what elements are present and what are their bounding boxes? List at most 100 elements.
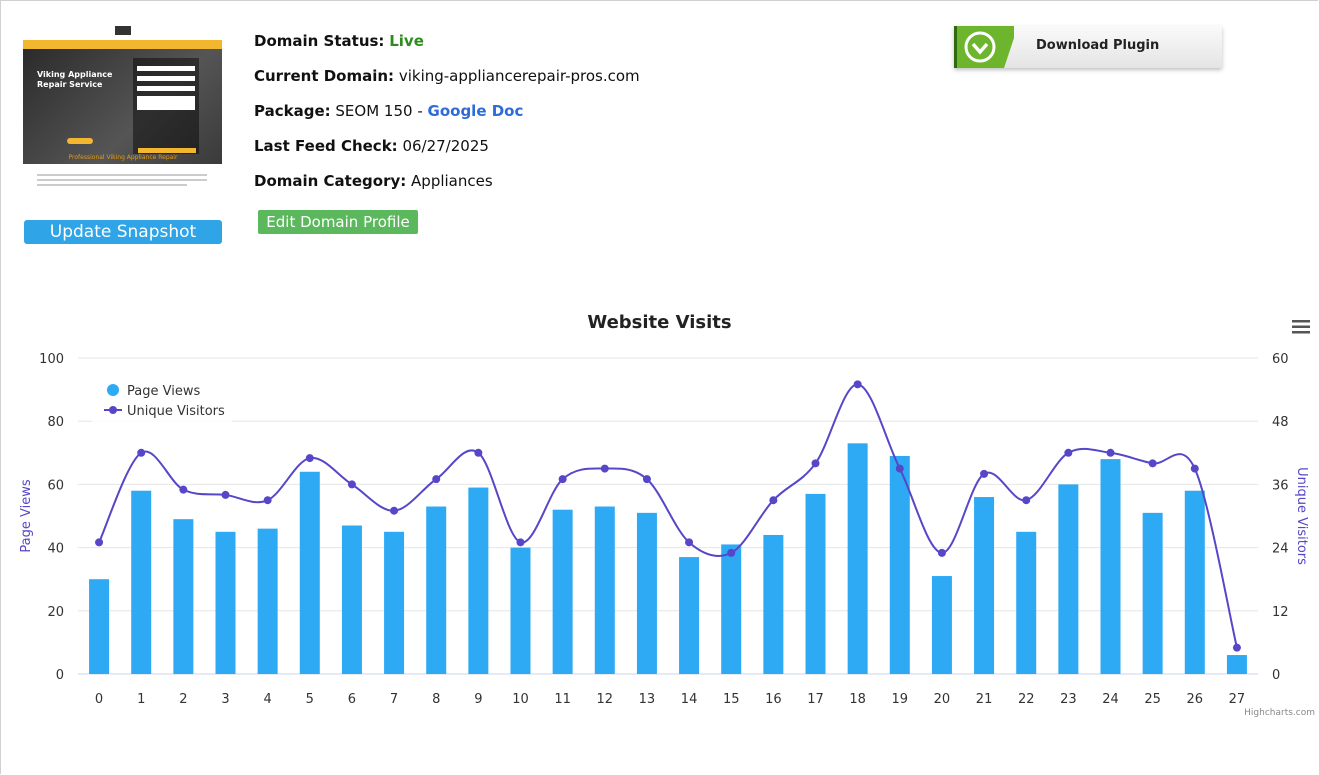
unique-visitors-point — [347, 480, 356, 489]
y2-tick-label: 48 — [1272, 415, 1289, 430]
y-tick-label: 100 — [39, 352, 64, 367]
site-snapshot: Viking Appliance Repair Service Professi… — [23, 24, 222, 192]
unique-visitors-point — [980, 469, 989, 478]
unique-visitors-point — [727, 548, 736, 557]
unique-visitors-point — [137, 448, 146, 457]
x-tick-label: 9 — [474, 692, 482, 707]
x-tick-label: 11 — [554, 692, 571, 707]
unique-visitors-point — [1106, 448, 1115, 457]
legend-page-views-marker — [107, 384, 119, 396]
y2-tick-label: 12 — [1272, 605, 1289, 620]
x-tick-label: 20 — [934, 692, 951, 707]
domain-category-row: Domain Category: Appliances — [254, 172, 493, 190]
y2-tick-label: 36 — [1272, 478, 1289, 493]
unique-visitors-point — [895, 464, 904, 473]
x-tick-label: 16 — [765, 692, 782, 707]
bar-page-views — [468, 487, 489, 674]
x-tick-label: 26 — [1187, 692, 1204, 707]
package-value: SEOM 150 - — [335, 102, 423, 120]
current-domain-value: viking-appliancerepair-pros.com — [398, 67, 640, 85]
download-plugin-label: Download Plugin — [1036, 38, 1160, 53]
bar-page-views — [299, 471, 320, 674]
x-tick-label: 13 — [639, 692, 656, 707]
bar-page-views — [552, 509, 573, 674]
x-tick-label: 14 — [681, 692, 698, 707]
bar-page-views — [341, 525, 362, 674]
x-tick-label: 22 — [1018, 692, 1035, 707]
domain-status-label: Domain Status: — [254, 32, 385, 50]
edit-domain-profile-button[interactable]: Edit Domain Profile — [258, 210, 418, 234]
google-doc-link[interactable]: Google Doc — [427, 102, 524, 120]
bar-page-views — [931, 576, 952, 674]
x-tick-label: 23 — [1060, 692, 1077, 707]
unique-visitors-point — [179, 485, 188, 494]
unique-visitors-point — [263, 496, 272, 505]
highcharts-credit[interactable]: Highcharts.com — [1244, 708, 1315, 718]
unique-visitors-point — [1064, 448, 1073, 457]
feed-check-row: Last Feed Check: 06/27/2025 — [254, 137, 489, 155]
domain-status-value: Live — [389, 32, 424, 50]
unique-visitors-point — [516, 538, 525, 547]
unique-visitors-point — [1232, 643, 1241, 652]
x-tick-label: 19 — [892, 692, 909, 707]
unique-visitors-point — [600, 464, 609, 473]
x-tick-label: 4 — [264, 692, 272, 707]
unique-visitors-point — [1022, 496, 1031, 505]
unique-visitors-point — [305, 454, 314, 463]
x-tick-label: 5 — [306, 692, 314, 707]
bar-page-views — [679, 557, 700, 674]
update-snapshot-button[interactable]: Update Snapshot — [24, 220, 222, 244]
bar-page-views — [594, 506, 615, 674]
unique-visitors-point — [853, 380, 862, 389]
bar-page-views — [889, 455, 910, 674]
bar-page-views — [510, 547, 531, 674]
bar-page-views — [1226, 655, 1247, 674]
y2-axis-title: Unique Visitors — [1294, 467, 1309, 565]
domain-category-value: Appliances — [411, 172, 493, 190]
bar-page-views — [384, 531, 405, 674]
x-tick-label: 1 — [137, 692, 145, 707]
chart-menu-icon[interactable] — [1292, 320, 1310, 334]
y-axis-title: Page Views — [19, 479, 34, 552]
x-tick-label: 24 — [1102, 692, 1119, 707]
y2-tick-label: 0 — [1272, 668, 1280, 683]
x-tick-label: 27 — [1229, 692, 1246, 707]
x-tick-label: 2 — [179, 692, 187, 707]
bar-page-views — [1100, 459, 1121, 674]
unique-visitors-point — [811, 459, 820, 468]
legend-page-views: Page Views — [127, 384, 200, 399]
x-tick-label: 3 — [221, 692, 229, 707]
bar-page-views — [426, 506, 447, 674]
y2-tick-label: 60 — [1272, 352, 1289, 367]
x-tick-label: 21 — [976, 692, 993, 707]
y-tick-label: 60 — [47, 478, 64, 493]
domain-category-label: Domain Category: — [254, 172, 407, 190]
unique-visitors-point — [937, 548, 946, 557]
bar-page-views — [215, 531, 236, 674]
y-tick-label: 80 — [47, 415, 64, 430]
bar-page-views — [974, 497, 995, 674]
unique-visitors-point — [685, 538, 694, 547]
bar-page-views — [173, 519, 194, 674]
x-tick-label: 18 — [849, 692, 866, 707]
x-tick-label: 10 — [512, 692, 529, 707]
x-tick-label: 25 — [1144, 692, 1161, 707]
unique-visitors-point — [1190, 464, 1199, 473]
x-tick-label: 12 — [597, 692, 614, 707]
bar-page-views — [721, 544, 742, 674]
bar-page-views — [1058, 484, 1079, 674]
x-tick-label: 0 — [95, 692, 103, 707]
snapshot-subheading: Professional Viking Appliance Repair — [68, 154, 178, 161]
legend-unique-visitors: Unique Visitors — [127, 404, 225, 419]
current-domain-row: Current Domain: viking-appliancerepair-p… — [254, 67, 640, 85]
unique-visitors-point — [95, 538, 104, 547]
unique-visitors-point — [432, 475, 441, 484]
bar-page-views — [763, 534, 784, 674]
y-tick-label: 0 — [56, 668, 64, 683]
bar-page-views — [1184, 490, 1205, 674]
download-plugin-button[interactable]: Download Plugin — [954, 26, 1222, 68]
bar-page-views — [847, 443, 868, 674]
bar-page-views — [805, 493, 826, 674]
